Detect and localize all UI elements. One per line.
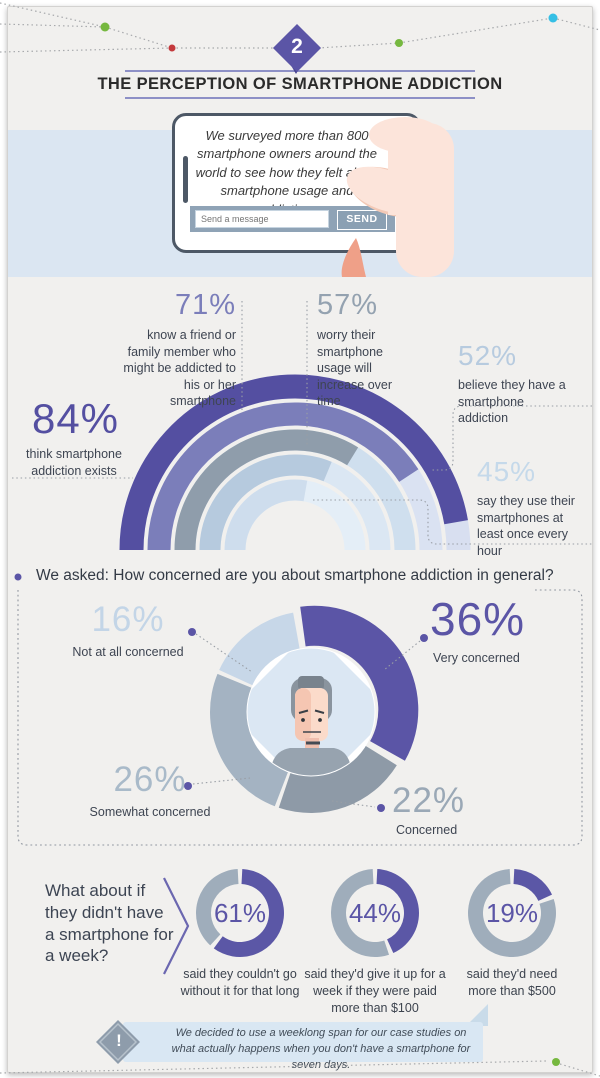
donut-leader-lines (184, 628, 428, 812)
green-dot (552, 1058, 560, 1066)
stat-52-label: believe they have a smartphone addiction (458, 378, 566, 425)
dotted-line-decoration-bottom (0, 1058, 600, 1077)
slice-36-value: 36% (430, 593, 526, 645)
week-donut-19 (468, 869, 556, 957)
semicircle-arc-chart (12, 301, 592, 551)
stat-84-label: think smartphone addiction exists (26, 447, 122, 478)
week-donut-19-caption: said they'd need more than $500 (466, 967, 558, 998)
dotted-section-border (17, 587, 583, 846)
stat-71-value: 71% (174, 289, 236, 321)
thumb (346, 166, 424, 214)
question-bullet (14, 573, 22, 581)
dotted-paths (0, 2, 600, 53)
message-input[interactable] (195, 210, 329, 228)
send-button[interactable]: SEND (337, 210, 387, 230)
week-donut-61 (195, 869, 284, 957)
slice-22-label: Concerned (396, 823, 458, 837)
note-fold (466, 1004, 488, 1026)
footnote-box (123, 1022, 483, 1062)
chevron-icon (163, 877, 190, 975)
stat-57-value: 57% (317, 289, 379, 321)
week-donut-61-value: 61% (213, 898, 267, 928)
week-donut-44 (331, 869, 419, 957)
leader-dot (377, 804, 385, 812)
green-dot (395, 39, 403, 47)
slice-26-value: 26% (113, 760, 187, 799)
slice-16-value: 16% (91, 600, 165, 639)
leader-dot (188, 628, 196, 636)
week-donut-44-caption: said they'd give it up for a week if the… (304, 967, 446, 1015)
week-donut-44-value: 44% (348, 898, 402, 928)
slice-22-value: 22% (392, 781, 466, 820)
face-shadow (295, 688, 311, 741)
hair-top (298, 676, 324, 690)
arc-leader-lines (12, 301, 592, 545)
phone-earpiece-bar (183, 156, 188, 203)
exclamation-icon (96, 1020, 140, 1064)
torso (270, 748, 352, 776)
stat-71-label: know a friend or family member who might… (123, 328, 236, 408)
concern-donut-chart (14, 573, 583, 846)
dotted-line-decoration-top (0, 2, 600, 74)
green-dot (100, 22, 110, 32)
survey-intro-text: We surveyed more than 800 smartphone own… (195, 128, 379, 217)
stat-45-value: 45% (477, 456, 537, 487)
week-donut-61-caption: said they couldn't go without it for tha… (180, 967, 300, 998)
thumb-tip-shadow (341, 238, 366, 277)
red-dot (168, 44, 176, 52)
eye-left (301, 718, 305, 722)
week-prompt: What about if they didn't have a smartph… (45, 881, 174, 966)
arc-rings (119, 374, 471, 551)
slice-16-label: Not at all concerned (72, 645, 184, 659)
step-number: 2 (291, 35, 303, 58)
title-rule-top (125, 70, 475, 72)
donut-slices (209, 605, 419, 813)
cyan-dot (548, 13, 558, 23)
hand-illustration (341, 117, 454, 277)
title-rule-bottom (125, 97, 475, 99)
page-title: THE PERCEPTION OF SMARTPHONE ADDICTION (97, 75, 503, 93)
survey-question: We asked: How concerned are you about sm… (36, 567, 554, 584)
eyebrow-right (314, 709, 325, 714)
stat-57-label: worry their smartphone usage will increa… (317, 328, 393, 408)
stat-45-label: say they use their smartphones at least … (477, 494, 575, 558)
week-donut-19-value: 19% (485, 898, 539, 928)
slice-26-label: Somewhat concerned (89, 805, 211, 819)
eye-right (318, 718, 322, 722)
leader-dot (420, 634, 428, 642)
leader-dot (184, 782, 192, 790)
stat-84-value: 84% (31, 395, 120, 442)
exclamation-char: ! (116, 1031, 122, 1050)
step-diamond-icon (272, 23, 322, 73)
stat-52-value: 52% (458, 340, 518, 371)
slice-36-label: Very concerned (433, 651, 520, 665)
footnote-text: We decided to use a weeklong span for ou… (171, 1027, 471, 1071)
eyebrow-left (298, 709, 309, 714)
